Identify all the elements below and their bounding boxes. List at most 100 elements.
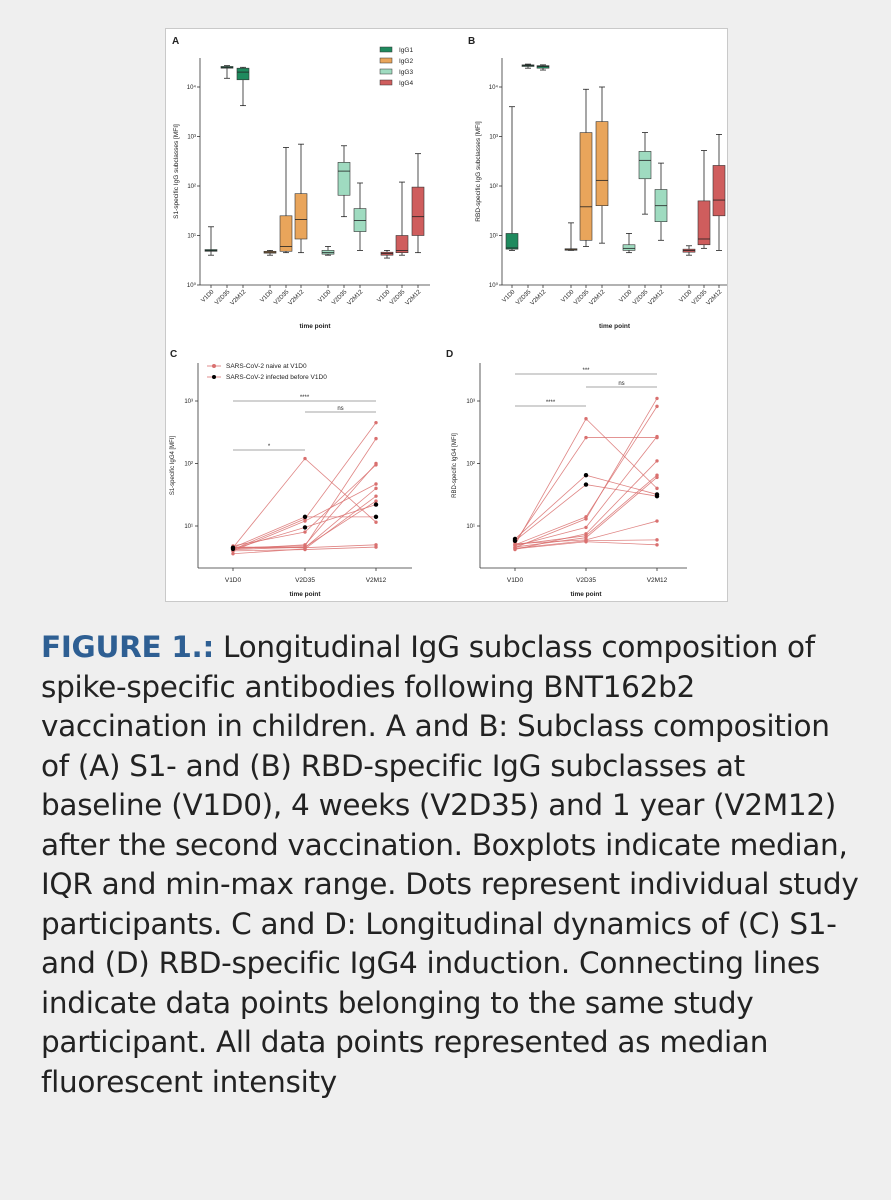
panel-label-D: D [446, 349, 453, 360]
y-tick-label: 10² [187, 184, 196, 190]
x-tick-label: V2M12 [366, 577, 387, 584]
participant-line-naive [514, 436, 658, 547]
y-tick-label: 10³ [184, 399, 193, 405]
data-point-naive [655, 543, 659, 547]
x-tick-label: V2D35 [389, 289, 407, 307]
legend-label-infected: SARS-CoV-2 infected before V1D0 [226, 374, 327, 381]
box-IgG4-V2D35 [697, 200, 711, 246]
legend-marker-naive [212, 364, 216, 368]
x-tick-label: V1D0 [225, 577, 242, 584]
data-point-naive [303, 456, 307, 461]
y-axis-label: S1-specific IgG subclasses [MFI] [173, 124, 180, 219]
data-point-naive [513, 542, 517, 546]
legend-label-IgG3: IgG3 [399, 69, 413, 76]
data-point-naive [303, 547, 307, 552]
x-axis-label: time point [289, 591, 321, 598]
x-tick-label: V2M12 [648, 289, 666, 307]
data-point-naive [374, 545, 378, 549]
box-IgG2-V2D35 [279, 215, 293, 252]
data-point-naive [655, 459, 659, 463]
x-tick-label: V2M12 [647, 577, 668, 584]
data-point-naive [584, 417, 588, 421]
legend-label-naive: SARS-CoV-2 naive at V1D0 [226, 363, 307, 370]
data-point-naive [231, 552, 235, 556]
y-tick-label: 10² [489, 184, 498, 190]
box-IgG2-V2M12 [294, 193, 308, 240]
significance-label: **** [546, 400, 556, 406]
data-point-naive [374, 420, 378, 425]
data-point-naive [303, 519, 307, 523]
y-tick-label: 10⁰ [489, 282, 499, 289]
data-point-naive [655, 396, 659, 401]
y-tick-label: 10³ [489, 135, 498, 141]
y-tick-label: 10⁴ [489, 84, 499, 91]
data-point-naive [655, 486, 659, 491]
x-tick-label: V1D0 [507, 577, 524, 584]
y-tick-label: 10¹ [187, 234, 196, 240]
panel-label-B: B [468, 36, 475, 47]
data-point-naive [584, 525, 588, 530]
data-point-naive [655, 538, 659, 542]
data-point-infected [654, 493, 660, 499]
box-IgG1-V1D0 [505, 233, 519, 250]
participant-line-naive [232, 464, 377, 547]
data-point-naive [374, 486, 378, 491]
box-IgG4-V2M12 [712, 165, 726, 217]
significance-label: *** [582, 368, 590, 374]
y-tick-label: 10⁴ [187, 84, 197, 91]
y-axis-label: S1-specific IgG4 [MFI] [170, 435, 176, 495]
x-axis-label: time point [599, 323, 631, 330]
x-tick-label: V2D35 [295, 577, 315, 584]
significance-label: ns [337, 406, 343, 412]
x-tick-label: V2M12 [589, 289, 607, 307]
caption-text: Longitudinal IgG subclass composition of… [41, 630, 859, 1099]
data-point-naive [374, 482, 378, 486]
box-IgG4-V2M12 [411, 186, 425, 236]
data-point-naive [374, 494, 378, 498]
box-IgG4-V2D35 [395, 235, 409, 253]
data-point-naive [374, 520, 378, 524]
box-IgG3-V2D35 [638, 151, 652, 180]
y-tick-label: 10³ [187, 135, 196, 141]
x-axis-label: time point [299, 323, 331, 330]
legend-swatch-IgG3 [379, 68, 393, 75]
x-tick-label: V2M12 [706, 289, 724, 307]
significance-label: * [268, 444, 271, 450]
data-point-naive [584, 515, 588, 519]
data-point-naive [374, 463, 378, 467]
panel-label-A: A [172, 36, 179, 47]
y-tick-label: 10⁰ [187, 282, 197, 289]
y-axis-label: RBD-specific IgG subclasses [MFI] [475, 121, 482, 222]
data-point-naive [374, 436, 378, 441]
legend-label-IgG1: IgG1 [399, 47, 413, 54]
box-IgG1-V2M12 [536, 65, 550, 69]
x-tick-label: V2M12 [405, 289, 423, 307]
data-point-naive [655, 519, 659, 523]
data-point-naive [655, 434, 659, 439]
legend-marker-infected [212, 375, 216, 379]
figure-label: FIGURE 1.: [41, 630, 214, 664]
x-axis-label: time point [570, 591, 602, 598]
significance-label: **** [300, 395, 310, 401]
y-tick-label: 10² [466, 462, 475, 468]
legend-swatch-IgG1 [379, 46, 393, 53]
data-point-naive [584, 540, 588, 544]
legend-swatch-IgG4 [379, 79, 393, 86]
box-IgG3-V1D0 [622, 244, 636, 251]
x-tick-label: V2M12 [230, 289, 248, 307]
figure-1-chart: A 10⁰ 10¹ 10² 10³ 10⁴ S1-specific IgG subclass… [170, 36, 727, 598]
x-tick-label: V2D35 [632, 289, 650, 307]
x-tick-label: V2D35 [573, 289, 591, 307]
data-point-naive [655, 404, 659, 409]
x-tick-label: V2D35 [576, 577, 596, 584]
y-axis-label: RBD-specific IgG4 [MFI] [452, 433, 458, 498]
box-IgG1-V2M12 [236, 67, 250, 81]
figure-panel [165, 28, 728, 602]
data-point-infected [302, 514, 308, 520]
data-point-infected [373, 514, 379, 520]
y-tick-label: 10¹ [466, 524, 475, 530]
y-tick-label: 10¹ [489, 234, 498, 240]
data-point-naive [513, 547, 517, 551]
x-tick-label: V2M12 [288, 289, 306, 307]
box-IgG2-V2M12 [595, 121, 609, 206]
